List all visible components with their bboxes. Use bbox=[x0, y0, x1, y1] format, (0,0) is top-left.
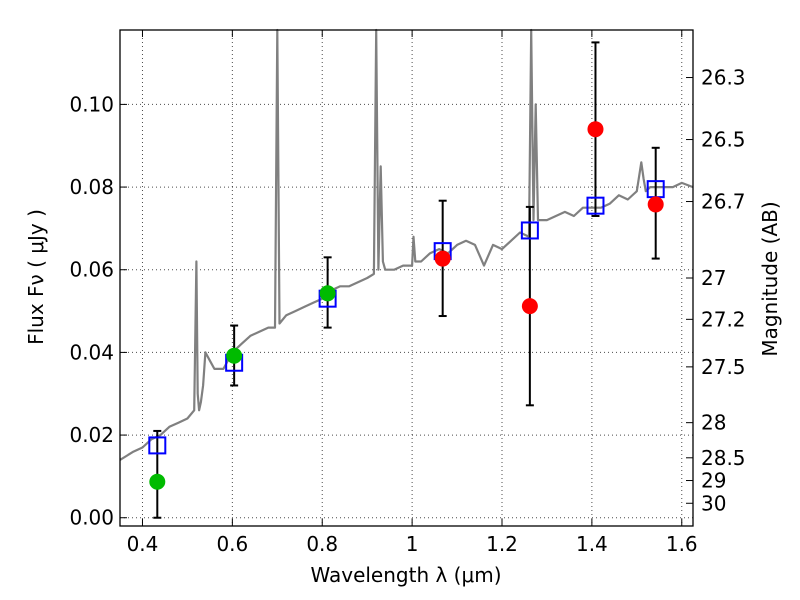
green-point-2 bbox=[319, 285, 336, 302]
model-points bbox=[148, 180, 665, 455]
y-axis-ticks: 0.00 0.02 0.04 0.06 0.08 0.10 bbox=[69, 92, 127, 530]
x-axis-label: Wavelength λ (μm) bbox=[310, 563, 501, 587]
red-point-2 bbox=[587, 121, 604, 138]
y2-tick-label-7: 28.5 bbox=[701, 446, 746, 470]
y2-tick-label-0: 26.3 bbox=[701, 66, 746, 90]
x-axis-ticks: 0.4 0.6 0.8 1 1.2 1.4 1.6 bbox=[127, 30, 698, 556]
spectrum-series bbox=[119, 28, 694, 461]
model-point-5 bbox=[586, 196, 605, 215]
y2-tick-label-3: 27 bbox=[701, 266, 726, 290]
x-tick-label-0: 0.4 bbox=[127, 532, 159, 556]
spectrum-line bbox=[119, 28, 694, 461]
y2-tick-label-1: 26.5 bbox=[701, 128, 746, 152]
y2-tick-label-4: 27.2 bbox=[701, 307, 746, 331]
error-bars bbox=[153, 41, 660, 519]
green-point-1 bbox=[226, 347, 243, 364]
green-points bbox=[149, 285, 336, 490]
y-axis-label: Flux Fν ( μJy ) bbox=[24, 209, 48, 345]
model-point-4 bbox=[520, 221, 539, 240]
green-point-0 bbox=[149, 473, 166, 490]
red-point-1 bbox=[521, 298, 538, 315]
x-tick-label-5: 1.4 bbox=[576, 532, 608, 556]
y-tick-label-0: 0.00 bbox=[69, 506, 114, 530]
x-tick-label-6: 1.6 bbox=[666, 532, 698, 556]
y2-tick-label-5: 27.5 bbox=[701, 355, 746, 379]
red-points bbox=[434, 121, 664, 315]
y-tick-label-5: 0.10 bbox=[69, 92, 114, 116]
plot-frame bbox=[119, 29, 694, 527]
red-point-0 bbox=[434, 250, 451, 267]
model-point-0 bbox=[148, 436, 167, 455]
x-tick-label-4: 1.2 bbox=[486, 532, 518, 556]
red-point-3 bbox=[647, 196, 664, 213]
x-tick-label-3: 1 bbox=[406, 532, 419, 556]
y-tick-label-1: 0.02 bbox=[69, 423, 114, 447]
y-tick-label-2: 0.04 bbox=[69, 340, 114, 364]
y2-tick-label-6: 28 bbox=[701, 411, 726, 435]
y-tick-label-4: 0.08 bbox=[69, 175, 114, 199]
x-tick-label-1: 0.6 bbox=[216, 532, 248, 556]
y2-tick-label-2: 26.7 bbox=[701, 190, 746, 214]
y-tick-label-3: 0.06 bbox=[69, 258, 114, 282]
grid bbox=[120, 30, 693, 526]
y2-axis-label: Magnitude (AB) bbox=[758, 201, 782, 356]
y2-tick-label-8: 29 bbox=[701, 469, 726, 493]
x-tick-label-2: 0.8 bbox=[306, 532, 338, 556]
y2-tick-label-9: 30 bbox=[701, 491, 726, 515]
